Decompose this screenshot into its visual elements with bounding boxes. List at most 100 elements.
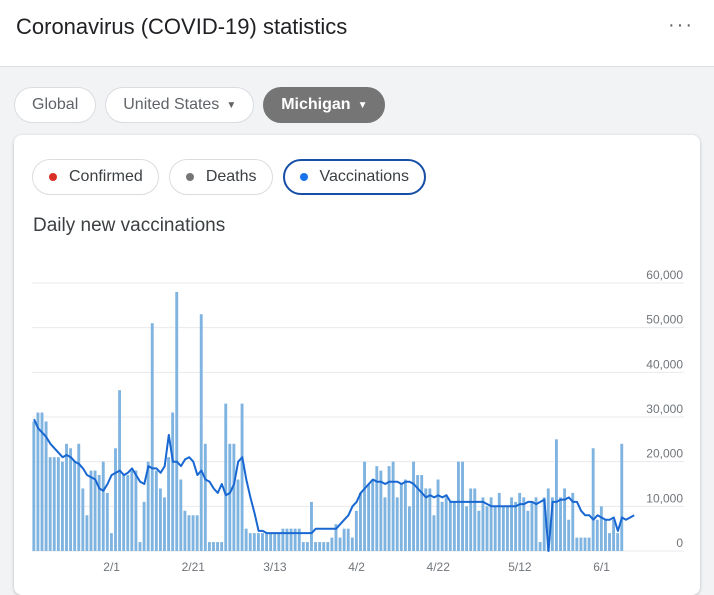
metric-tab-confirmed[interactable]: Confirmed <box>32 159 159 195</box>
bar <box>416 475 420 551</box>
bar <box>163 497 166 551</box>
bar <box>350 537 354 551</box>
bar <box>538 542 542 551</box>
bar <box>277 533 281 551</box>
bar <box>256 533 260 551</box>
bar <box>489 497 493 551</box>
bar <box>330 537 334 551</box>
bar <box>444 497 448 551</box>
bar <box>179 479 183 551</box>
bar <box>371 479 375 551</box>
bar <box>583 537 587 551</box>
metric-tab-vaccinations[interactable]: Vaccinations <box>282 159 427 195</box>
region-chip-united-states[interactable]: United States ▼ <box>105 87 255 123</box>
bar <box>485 506 489 551</box>
bar <box>305 542 309 551</box>
region-chip-label: Global <box>32 96 79 113</box>
region-chip-global[interactable]: Global <box>14 87 97 123</box>
bar <box>65 443 68 551</box>
bar <box>154 470 158 551</box>
bar <box>248 533 252 551</box>
bar <box>354 510 358 551</box>
bar <box>575 537 579 551</box>
bar <box>32 421 36 551</box>
bar <box>616 533 620 551</box>
x-tick-label: 5/12 <box>508 560 532 574</box>
bar <box>501 506 505 551</box>
bar <box>514 501 518 551</box>
bar <box>101 461 105 551</box>
bar <box>203 443 207 551</box>
bar <box>212 542 215 551</box>
bar <box>473 488 477 551</box>
bar <box>338 537 342 551</box>
bar <box>105 492 109 551</box>
bar <box>187 515 191 551</box>
bar <box>126 475 130 551</box>
bar <box>89 470 93 551</box>
bar <box>40 412 44 551</box>
metric-tab-label: Vaccinations <box>319 168 410 185</box>
bar <box>52 457 56 551</box>
bar <box>546 488 550 551</box>
bar <box>232 443 236 551</box>
y-tick-label: 30,000 <box>646 402 683 416</box>
bar <box>195 515 199 551</box>
y-tick-label: 0 <box>676 536 683 550</box>
bar <box>93 470 97 551</box>
caret-down-icon: ▼ <box>226 99 237 111</box>
bar <box>436 479 440 551</box>
bar <box>603 519 607 551</box>
bar <box>158 488 162 551</box>
bar <box>183 510 187 551</box>
bar <box>85 515 89 551</box>
bar <box>314 542 317 551</box>
bar <box>391 461 395 551</box>
bar <box>56 457 60 551</box>
bar <box>432 515 436 551</box>
bar <box>281 528 285 551</box>
bar <box>285 528 289 551</box>
y-tick-label: 10,000 <box>646 491 683 505</box>
bar <box>293 528 297 551</box>
more-options-icon[interactable]: ··· <box>668 14 694 36</box>
x-tick-label: 2/1 <box>103 560 120 574</box>
bar <box>428 488 432 551</box>
region-chip-michigan[interactable]: Michigan ▼ <box>263 87 386 123</box>
bar <box>191 515 195 551</box>
bar <box>567 519 571 551</box>
bar <box>134 470 138 551</box>
bar <box>534 497 538 551</box>
bar <box>109 533 113 551</box>
bar <box>375 466 379 551</box>
bar <box>240 403 244 551</box>
color-dot-icon <box>49 173 57 181</box>
bar <box>142 501 146 551</box>
bar <box>387 466 391 551</box>
bar <box>395 497 399 551</box>
stats-card: Confirmed Deaths Vaccinations Daily new va… <box>14 135 700 595</box>
bar <box>48 457 52 551</box>
bar <box>60 461 64 551</box>
bar <box>97 475 101 551</box>
x-tick-label: 2/21 <box>182 560 206 574</box>
bar <box>367 484 371 551</box>
bar <box>167 457 171 551</box>
bar <box>510 497 513 551</box>
metric-tabs: Confirmed Deaths Vaccinations <box>32 159 436 195</box>
color-dot-icon <box>185 173 194 181</box>
bar <box>236 479 240 551</box>
bar <box>150 323 154 551</box>
bar <box>493 506 497 551</box>
bar <box>620 443 624 551</box>
bar <box>334 524 338 551</box>
metric-tab-deaths[interactable]: Deaths <box>168 159 273 195</box>
bar <box>81 488 85 551</box>
bar <box>530 501 534 551</box>
bar <box>612 519 616 551</box>
bar <box>465 506 469 551</box>
bar <box>73 461 77 551</box>
bar <box>130 470 134 551</box>
bar <box>408 506 411 551</box>
bar <box>379 470 383 551</box>
